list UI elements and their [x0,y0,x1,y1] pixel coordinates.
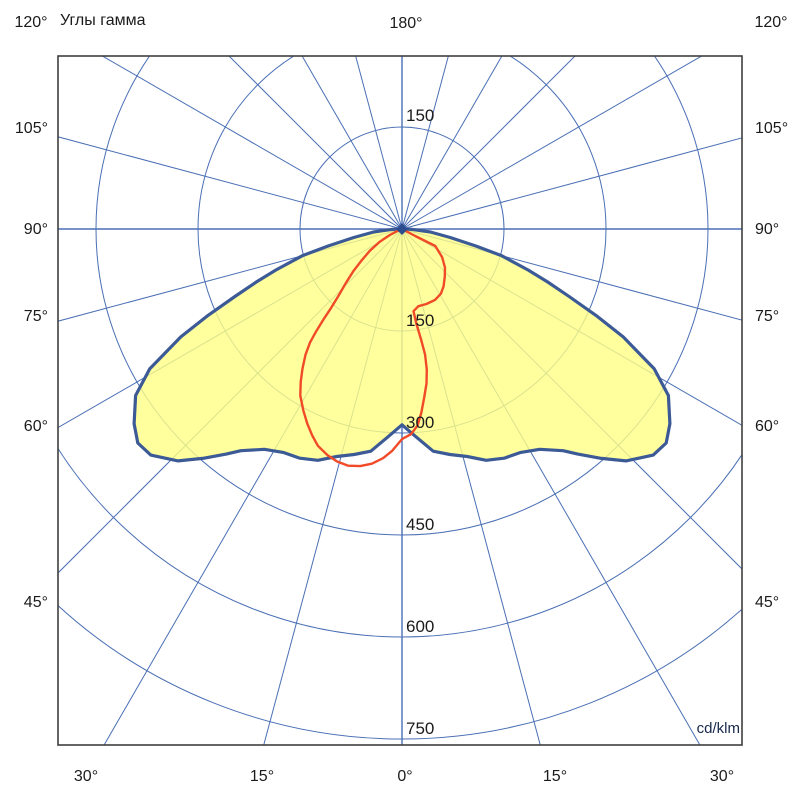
grid-radial-165deg [401,56,449,230]
grid-radial-135deg [401,56,576,230]
grid-radial-75deg [401,228,742,321]
gamma-label-right-0: 105° [755,120,788,137]
grid-radial-105deg [401,137,742,230]
curve-c90-c270 [299,227,447,468]
ring-value-label-150: 150 [406,311,434,330]
grid-radial-150deg [401,56,503,230]
grid-radial-240deg [101,56,403,230]
grid-radial-285deg [58,228,403,322]
curve-c0-c180 [132,227,672,463]
grid-radial-195deg [355,56,403,230]
ring-value-label-300: 300 [406,413,434,432]
gamma-label-top-1: 180° [389,15,422,32]
ring-value-label-above: 150 [406,106,434,125]
gamma-label-bottom-0: 30° [74,768,98,785]
plot-frame [57,55,743,746]
gamma-label-left-3: 60° [24,418,48,435]
grid-radial-210deg [301,56,403,230]
gamma-label-left-2: 75° [24,308,48,325]
gamma-label-right-2: 75° [755,308,779,325]
ring-value-label-450: 450 [406,515,434,534]
gamma-label-top-0: 120° [14,14,47,31]
gamma-label-left-1: 90° [24,221,48,238]
ring-value-label-750: 750 [406,719,434,738]
gamma-label-bottom-4: 30° [710,768,734,785]
grid-radial-255deg [58,136,403,230]
unit-label: cd/klm [696,720,740,737]
gamma-label-bottom-3: 15° [543,768,567,785]
gamma-label-bottom-1: 15° [250,768,274,785]
gamma-label-right-3: 60° [755,418,779,435]
gamma-label-right-4: 45° [755,594,779,611]
gamma-label-left-0: 105° [15,120,48,137]
ring-value-label-600: 600 [406,617,434,636]
gamma-label-bottom-2: 0° [397,768,412,785]
gamma-label-left-4: 45° [24,594,48,611]
grid-radial-225deg [228,56,403,230]
center-pole-dot [396,223,408,235]
chart-title: Углы гамма [60,12,146,29]
gamma-label-right-1: 90° [755,221,779,238]
gamma-label-top-2: 120° [754,14,787,31]
grid-radial-120deg [401,56,703,230]
